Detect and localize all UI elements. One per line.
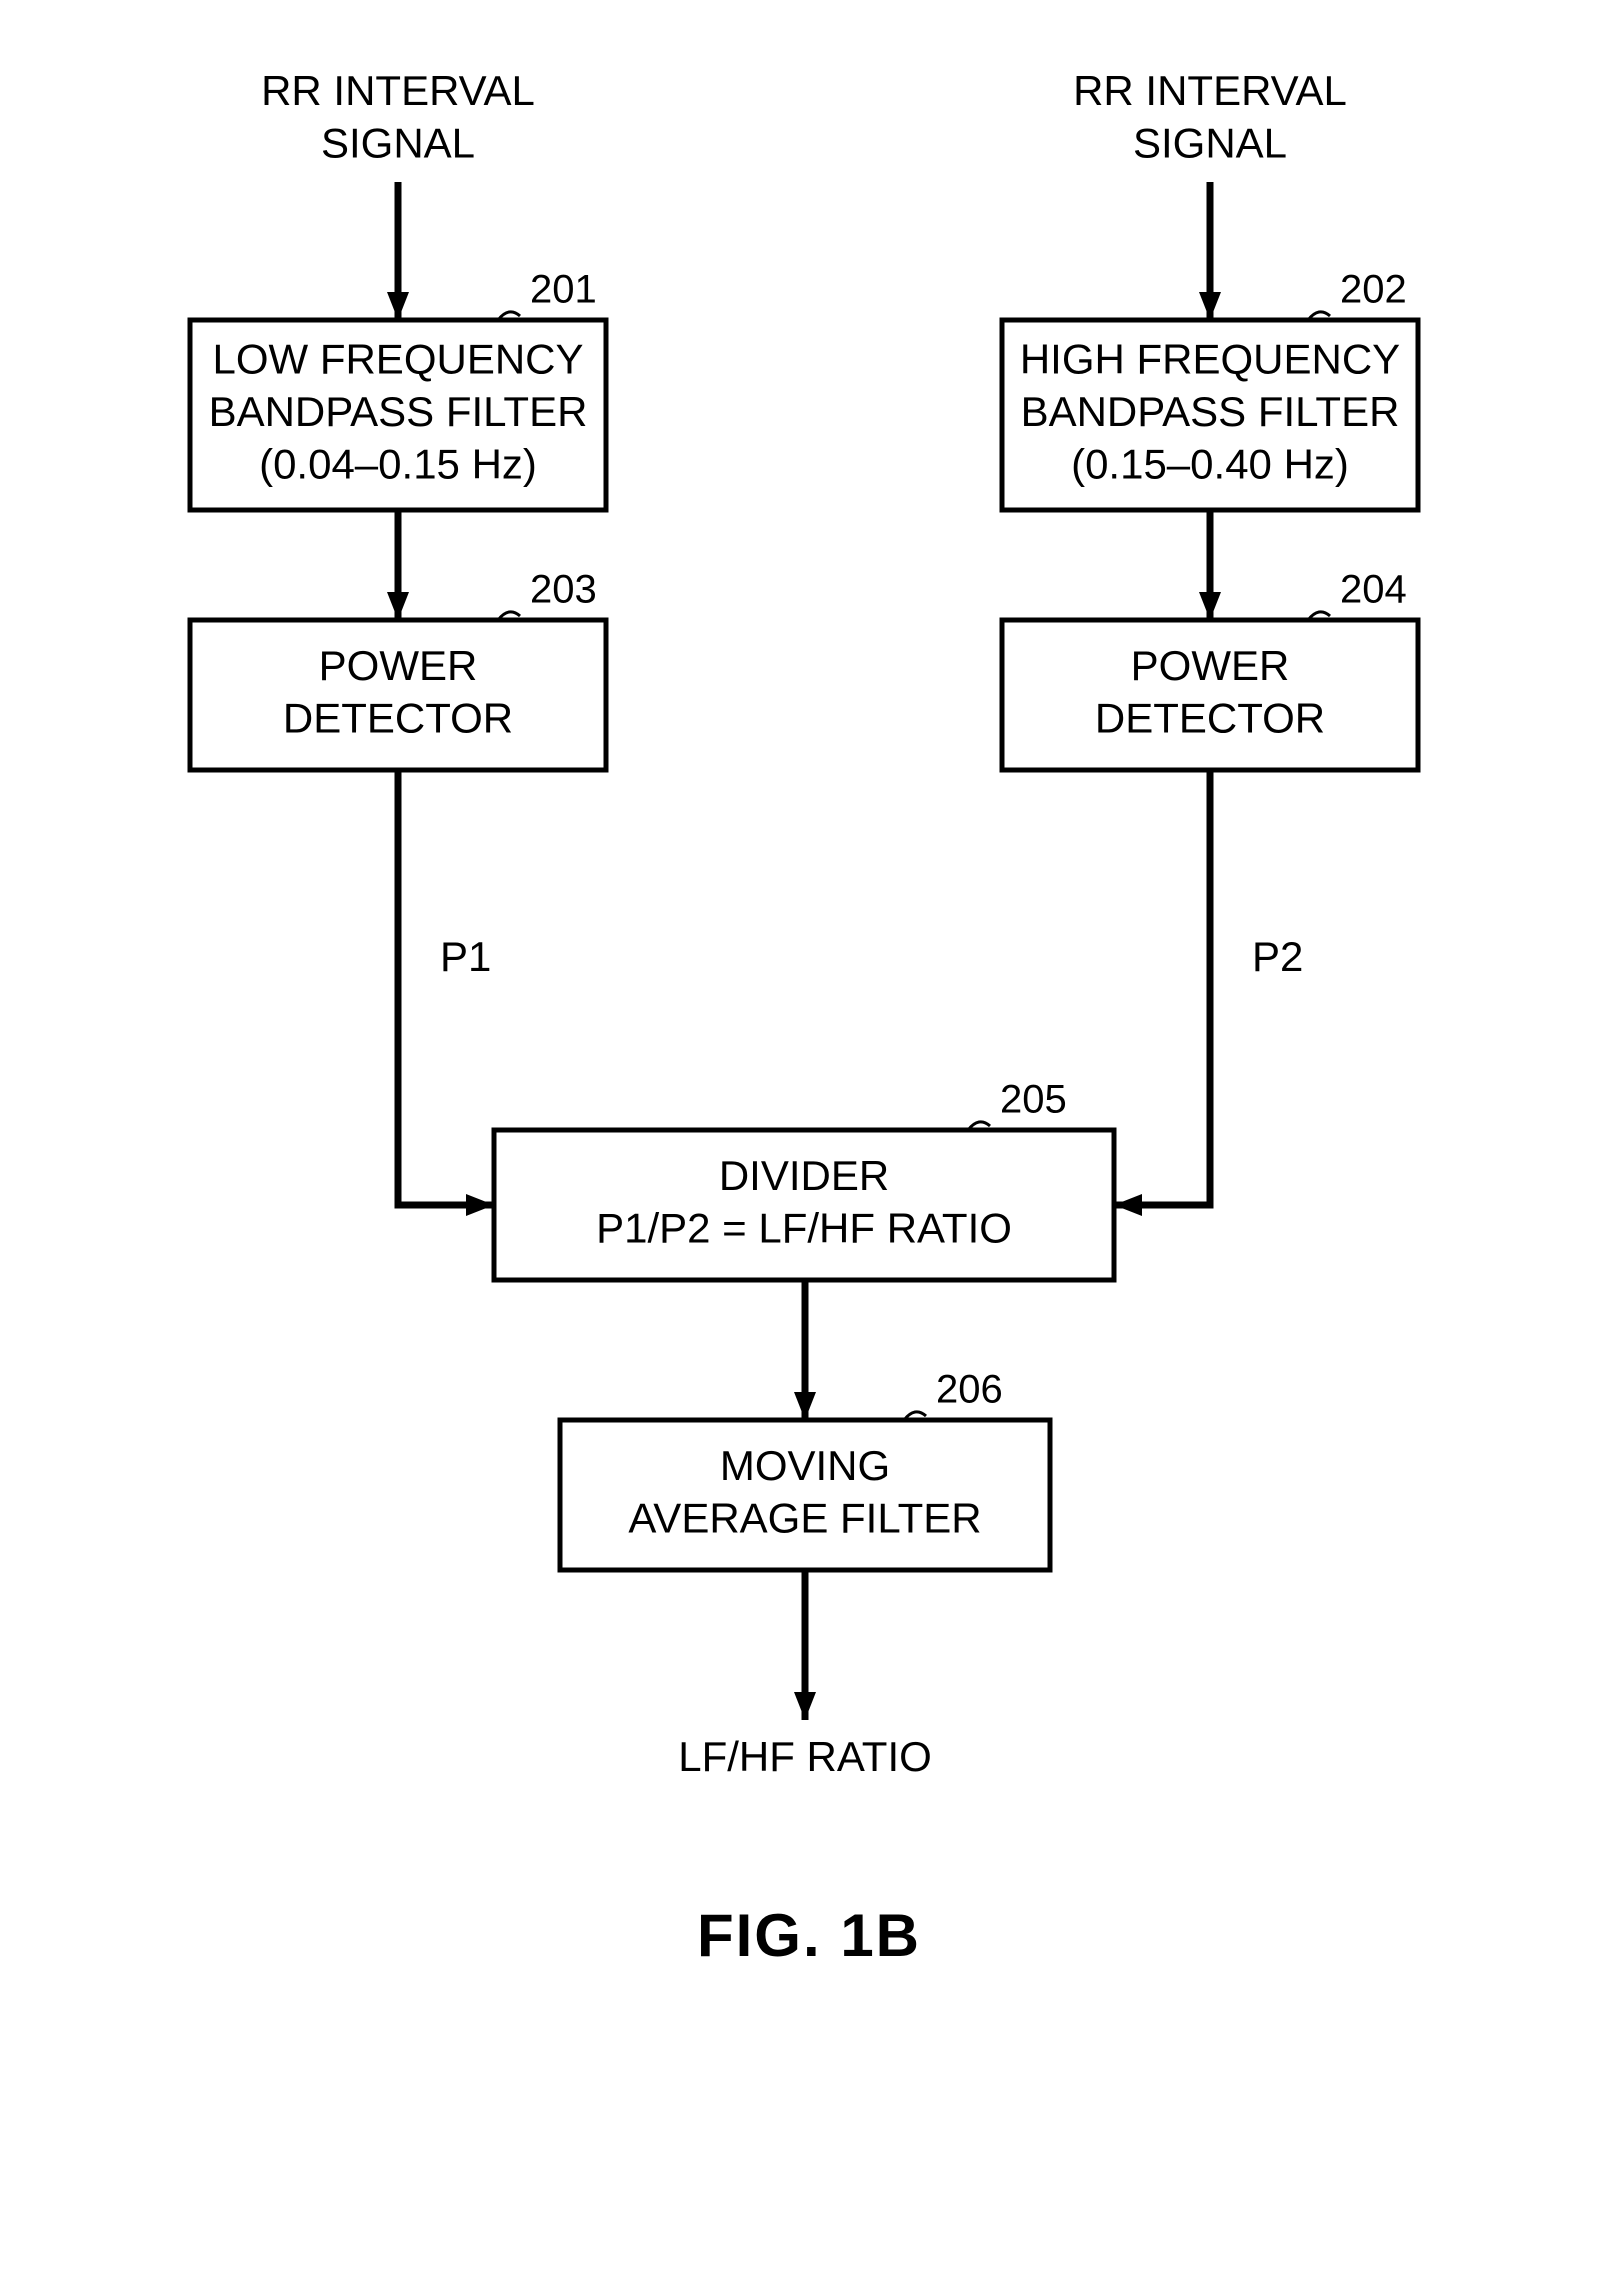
node-label-n205: P1/P2 = LF/HF RATIO [596,1204,1012,1251]
ref-n201: 201 [530,268,597,312]
figure-caption: FIG. 1B [697,1902,921,1969]
node-label-n206: AVERAGE FILTER [628,1494,981,1541]
input-label-right: RR INTERVAL [1073,67,1347,114]
node-label-n205: DIVIDER [719,1152,889,1199]
node-label-n202: (0.15–0.40 Hz) [1071,441,1349,488]
node-label-n202: HIGH FREQUENCY [1020,336,1400,383]
ref-n204: 204 [1340,568,1407,612]
node-label-n204: POWER [1131,642,1290,689]
flowchart-fig-1b: LOW FREQUENCY BANDPASS FILTER (0.04–0.15 H… [0,0,1618,2278]
input-label-left: RR INTERVAL [261,67,535,114]
ref-n205: 205 [1000,1078,1067,1122]
ref-n206: 206 [936,1368,1003,1412]
node-label-n206: MOVING [720,1442,890,1489]
node-label-n201: LOW FREQUENCY [212,336,583,383]
node-label-n201: BANDPASS FILTER [209,388,588,435]
edge-label-5: P2 [1252,933,1303,980]
node-label-n202: BANDPASS FILTER [1021,388,1400,435]
node-label-n201: (0.04–0.15 Hz) [259,441,537,488]
edge-label-4: P1 [440,933,491,980]
node-label-n204: DETECTOR [1095,694,1325,741]
node-label-n203: POWER [319,642,478,689]
ref-n203: 203 [530,568,597,612]
edge-n203-n205 [398,770,494,1205]
output-label: LF/HF RATIO [678,1733,932,1780]
edge-n204-n205 [1114,770,1210,1205]
ref-n202: 202 [1340,268,1407,312]
node-label-n203: DETECTOR [283,694,513,741]
input-label-right: SIGNAL [1133,119,1287,166]
input-label-left: SIGNAL [321,119,475,166]
